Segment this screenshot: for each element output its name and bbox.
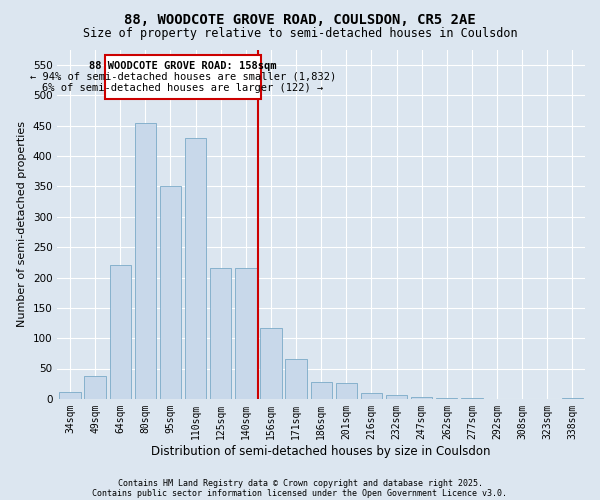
Text: Contains public sector information licensed under the Open Government Licence v3: Contains public sector information licen… [92,488,508,498]
Bar [311,382,332,399]
Text: ← 94% of semi-detached houses are smaller (1,832): ← 94% of semi-detached houses are smalle… [30,72,336,82]
FancyBboxPatch shape [105,55,261,98]
Bar [286,360,307,399]
Bar [185,138,206,399]
Text: 6% of semi-detached houses are larger (122) →: 6% of semi-detached houses are larger (1… [43,84,323,94]
Bar [461,398,482,399]
Bar [361,394,382,399]
Bar [160,186,181,399]
Bar [134,123,156,399]
Bar [386,394,407,399]
Bar [436,398,457,399]
Bar [235,268,257,399]
Bar [562,398,583,399]
Bar [85,376,106,399]
Bar [210,268,232,399]
Bar [411,397,433,399]
Text: 88 WOODCOTE GROVE ROAD: 158sqm: 88 WOODCOTE GROVE ROAD: 158sqm [89,61,277,71]
Bar [260,328,281,399]
Bar [335,383,357,399]
Text: Size of property relative to semi-detached houses in Coulsdon: Size of property relative to semi-detach… [83,28,517,40]
Y-axis label: Number of semi-detached properties: Number of semi-detached properties [17,122,27,328]
Bar [110,266,131,399]
Text: 88, WOODCOTE GROVE ROAD, COULSDON, CR5 2AE: 88, WOODCOTE GROVE ROAD, COULSDON, CR5 2… [124,12,476,26]
X-axis label: Distribution of semi-detached houses by size in Coulsdon: Distribution of semi-detached houses by … [151,444,491,458]
Bar [59,392,80,399]
Text: Contains HM Land Registry data © Crown copyright and database right 2025.: Contains HM Land Registry data © Crown c… [118,478,482,488]
